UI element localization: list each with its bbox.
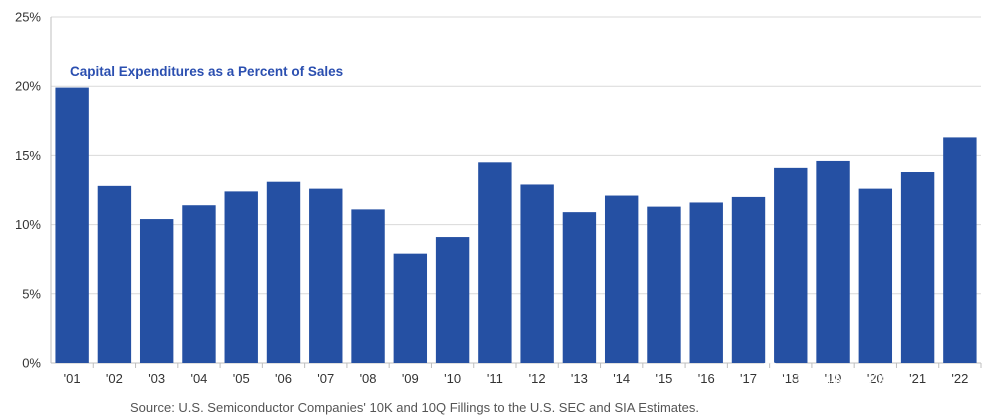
bar: [55, 87, 89, 363]
x-tick-label: '07: [317, 371, 334, 386]
bar: [943, 137, 977, 363]
bar: [139, 219, 174, 363]
y-tick-label: 0%: [22, 356, 41, 371]
bar: [647, 206, 681, 363]
bar: [858, 188, 893, 363]
x-tick-label: '10: [444, 371, 461, 386]
y-tick-label: 5%: [22, 286, 41, 301]
x-tick-label: '09: [402, 371, 419, 386]
watermark-text: 半导体行业观察: [792, 369, 911, 389]
bar: [224, 191, 258, 363]
y-tick-labels: 0% 5% 10% 15% 20% 25%: [15, 10, 41, 371]
x-tick-label: '04: [190, 371, 207, 386]
x-tick-label: '08: [360, 371, 377, 386]
x-tick-labels: '01 '02 '03 '04 '05 '06 '07 '08 '09 '10 '11 '12 '13 '…: [64, 371, 969, 386]
x-tick-label: '06: [275, 371, 292, 386]
bar: [689, 202, 723, 363]
x-tick-label: '01: [64, 371, 81, 386]
x-tick-label: '22: [951, 371, 968, 386]
x-tick-label: '11: [487, 371, 503, 386]
bar: [266, 181, 301, 363]
x-tick-label: '02: [106, 371, 123, 386]
y-tick-label: 15%: [15, 148, 41, 163]
bars: [55, 87, 977, 363]
bar: [478, 162, 512, 363]
bar: [604, 195, 639, 363]
x-tick-label: '18: [782, 371, 799, 386]
bar: [435, 237, 470, 363]
x-tick-label: '21: [909, 371, 926, 386]
y-tick-label: 20%: [15, 79, 41, 94]
bar: [774, 167, 808, 363]
x-tick-label: '16: [698, 371, 715, 386]
bar: [309, 188, 343, 363]
x-tick-label: '17: [740, 371, 757, 386]
bar: [562, 212, 597, 363]
bar: [816, 160, 850, 363]
watermark: 半导体行业观察: [760, 361, 911, 389]
x-tick-label: '12: [529, 371, 546, 386]
y-tick-label: 10%: [15, 217, 41, 232]
x-tick-label: '03: [148, 371, 165, 386]
bar: [731, 196, 766, 363]
bar: [900, 172, 935, 363]
bar: [393, 253, 428, 363]
bar: [97, 185, 132, 363]
y-tick-label: 25%: [15, 10, 41, 25]
x-tick-label: '05: [233, 371, 250, 386]
x-tick-label: '20: [867, 371, 884, 386]
bar: [520, 184, 554, 363]
chart-title: Capital Expenditures as a Percent of Sal…: [70, 64, 343, 79]
source-note: Source: U.S. Semiconductor Companies' 10…: [130, 400, 699, 415]
x-tick-label: '14: [613, 371, 630, 386]
bar: [182, 205, 216, 363]
wechat-icon: [760, 361, 788, 385]
x-tick-label: '13: [571, 371, 588, 386]
x-tick-label: '19: [825, 371, 842, 386]
bar: [351, 209, 385, 363]
x-tick-label: '15: [655, 371, 672, 386]
